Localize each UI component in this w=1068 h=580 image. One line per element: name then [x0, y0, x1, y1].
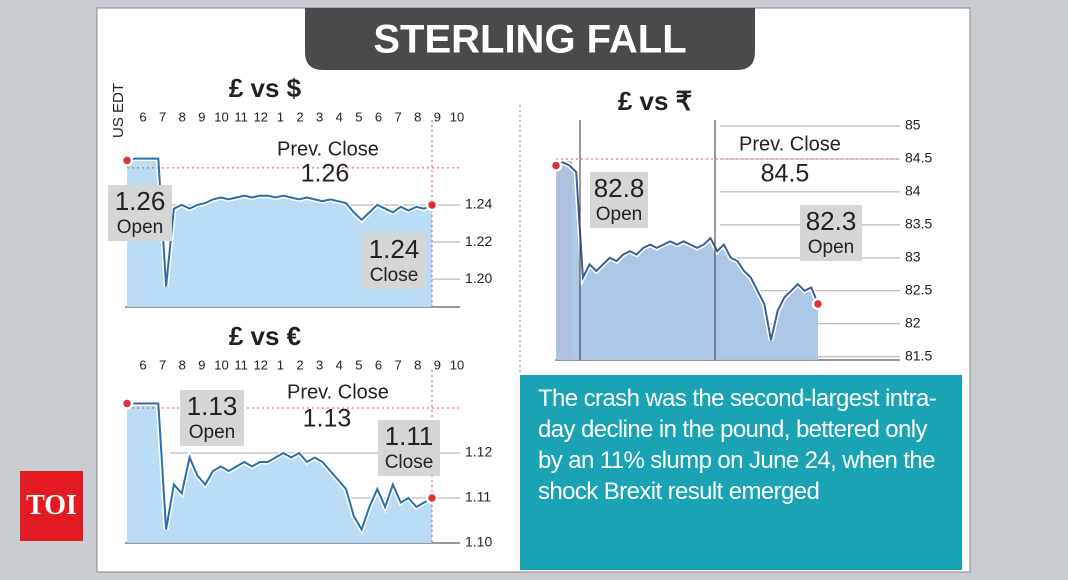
x-tick-label: 12 [254, 357, 268, 372]
close-value: 1.24 [369, 234, 420, 264]
y-tick-label: 83.5 [905, 216, 932, 232]
x-tick-label: 8 [179, 357, 186, 372]
open-dot [120, 397, 134, 410]
open-label: Open [596, 204, 642, 225]
prev-close-value: 1.13 [303, 405, 352, 433]
x-tick-label: 10 [214, 109, 228, 124]
chart-title: £ vs € [229, 321, 301, 351]
y-tick-label: 82.5 [905, 281, 932, 297]
y-tick-label: 1.22 [465, 233, 492, 249]
open-dot [549, 159, 563, 172]
x-tick-label: 7 [395, 357, 402, 372]
y-tick-label: 84.5 [905, 150, 932, 166]
y-tick-label: 81.5 [905, 347, 932, 363]
line [127, 402, 433, 532]
chart-title: £ vs ₹ [618, 86, 692, 116]
open-value: 1.26 [115, 186, 166, 216]
open-value: 1.13 [187, 391, 238, 421]
title-banner [305, 8, 755, 70]
x-tick-label: 9 [434, 357, 441, 372]
x-tick-label: 9 [198, 357, 205, 372]
close-value: 1.11 [385, 421, 434, 451]
prev-close-label: Prev. Close [277, 138, 379, 160]
x-tick-label: 4 [336, 357, 343, 372]
open-value: 82.8 [594, 173, 645, 203]
page-title: STERLING FALL [373, 18, 686, 62]
y-tick-label: 83 [905, 249, 921, 265]
logo: TOI [20, 471, 83, 541]
x-tick-label: 6 [139, 109, 146, 124]
y-tick-label: 1.24 [465, 196, 492, 212]
x-tick-label: 4 [336, 109, 343, 124]
close-value: 82.3 [806, 206, 857, 236]
prev-close-value: 84.5 [761, 160, 810, 188]
x-tick-label: 10 [214, 357, 228, 372]
x-tick-label: 5 [355, 109, 362, 124]
x-tick-label: 1 [277, 109, 284, 124]
line [126, 157, 433, 287]
prev-close-label: Prev. Close [287, 381, 389, 403]
area [127, 403, 432, 543]
close-dot [425, 491, 439, 505]
open-label: Open [189, 422, 235, 443]
y-tick-label: 1.20 [465, 270, 492, 286]
x-tick-label: 6 [375, 109, 382, 124]
note: The crash was the second-largest intra-d… [520, 375, 962, 570]
x-tick-label: 10 [450, 109, 464, 124]
y-tick-label: 1.12 [465, 444, 492, 460]
prev-close-value: 1.26 [301, 160, 350, 188]
line [555, 161, 819, 341]
close-label: Open [808, 237, 854, 258]
x-tick-label: 3 [316, 109, 323, 124]
close-box [378, 420, 440, 476]
x-tick-label: 7 [395, 109, 402, 124]
close-box [362, 233, 426, 289]
x-tick-label: 5 [355, 357, 362, 372]
x-tick-label: 1 [277, 357, 284, 372]
x-tick-label: 2 [296, 357, 303, 372]
close-dot [811, 297, 825, 311]
x-tick-label: 12 [254, 109, 268, 124]
y-tick-label: 84 [905, 183, 921, 199]
area [127, 158, 432, 307]
prev-close-label: Prev. Close [739, 133, 841, 155]
timezone-label: US EDT [110, 83, 127, 138]
open-box [590, 172, 648, 228]
x-tick-label: 7 [159, 109, 166, 124]
x-tick-label: 10 [450, 357, 464, 372]
x-tick-label: 6 [375, 357, 382, 372]
y-tick-label: 1.11 [465, 489, 491, 505]
open-dot [120, 154, 134, 167]
x-tick-label: 8 [179, 109, 186, 124]
area [556, 162, 818, 360]
y-tick-label: 85 [905, 117, 921, 133]
x-tick-label: 9 [434, 109, 441, 124]
open-box [108, 185, 172, 241]
x-tick-label: 3 [316, 357, 323, 372]
close-box [800, 205, 862, 261]
x-tick-label: 7 [159, 357, 166, 372]
x-tick-label: 8 [414, 109, 421, 124]
close-label: Close [370, 265, 419, 286]
open-box [180, 390, 244, 446]
x-tick-label: 11 [234, 357, 248, 372]
y-tick-label: 1.10 [465, 534, 492, 550]
open-label: Open [117, 217, 163, 238]
y-tick-label: 82 [905, 314, 921, 330]
close-dot [425, 198, 439, 212]
close-label: Close [385, 452, 434, 473]
x-tick-label: 2 [296, 109, 303, 124]
chart-title: £ vs $ [229, 73, 302, 103]
x-tick-label: 11 [234, 109, 248, 124]
x-tick-label: 9 [198, 109, 205, 124]
x-tick-label: 8 [414, 357, 421, 372]
x-tick-label: 6 [139, 357, 146, 372]
